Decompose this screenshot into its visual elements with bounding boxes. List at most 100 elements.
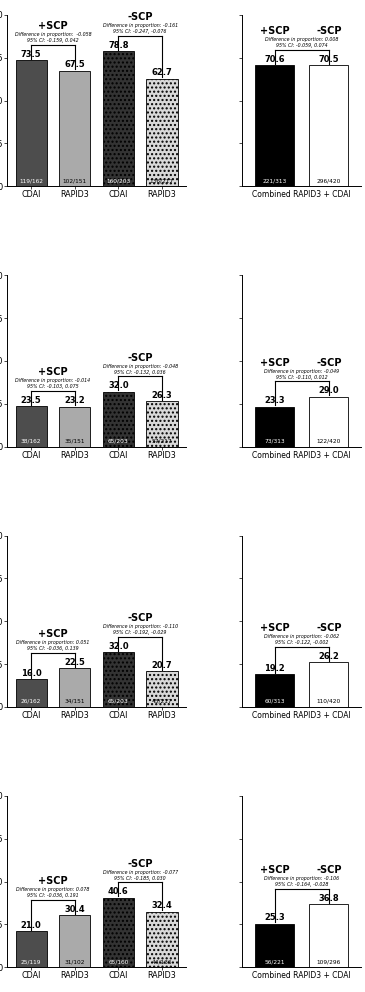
Bar xyxy=(103,898,134,967)
Bar xyxy=(59,916,91,967)
Text: 65/203: 65/203 xyxy=(108,698,128,703)
Bar xyxy=(255,407,294,446)
Text: +SCP: +SCP xyxy=(260,623,289,633)
Text: 109/296: 109/296 xyxy=(317,959,341,964)
Text: -SCP: -SCP xyxy=(127,352,153,363)
Bar xyxy=(16,680,47,707)
Text: 122/420: 122/420 xyxy=(317,438,341,443)
Text: Difference in proportion: -0.077
95% CI: -0.185, 0.030: Difference in proportion: -0.077 95% CI:… xyxy=(103,870,178,881)
Text: 16.0: 16.0 xyxy=(21,669,42,679)
Text: +SCP: +SCP xyxy=(260,358,289,368)
Bar xyxy=(146,912,177,967)
Bar xyxy=(59,407,91,446)
Text: -SCP: -SCP xyxy=(127,613,153,623)
X-axis label: Combined RAPID3 + CDAI: Combined RAPID3 + CDAI xyxy=(253,450,351,459)
Text: 221/313: 221/313 xyxy=(263,179,287,184)
Bar xyxy=(255,65,294,186)
Bar xyxy=(16,931,47,967)
Text: 73/313: 73/313 xyxy=(265,438,285,443)
Text: Difference in proportion: 0.078
95% CI: -0.036, 0.191: Difference in proportion: 0.078 95% CI: … xyxy=(16,887,90,898)
Text: 26.3: 26.3 xyxy=(151,391,172,400)
X-axis label: Combined RAPID3 + CDAI: Combined RAPID3 + CDAI xyxy=(253,711,351,720)
Bar xyxy=(16,61,47,186)
Text: 44/136: 44/136 xyxy=(151,959,172,964)
Text: 70.5: 70.5 xyxy=(319,55,339,64)
X-axis label: Combined RAPID3 + CDAI: Combined RAPID3 + CDAI xyxy=(253,971,351,980)
Text: 73.5: 73.5 xyxy=(21,50,42,59)
Text: 26.2: 26.2 xyxy=(318,652,339,661)
Bar xyxy=(255,924,294,967)
Bar xyxy=(103,392,134,446)
Text: Difference in proportion: 0.051
95% CI: -0.036, 0.139: Difference in proportion: 0.051 95% CI: … xyxy=(16,641,90,651)
Text: 57/217: 57/217 xyxy=(151,438,172,443)
Text: -SCP: -SCP xyxy=(316,358,342,368)
Text: 30.4: 30.4 xyxy=(65,905,85,914)
Text: 23.5: 23.5 xyxy=(21,396,42,405)
Bar xyxy=(59,669,91,707)
Text: -SCP: -SCP xyxy=(127,858,153,869)
Text: 45/217: 45/217 xyxy=(151,698,172,703)
Text: 60/313: 60/313 xyxy=(265,698,285,703)
Text: Difference in proportion: -0.106
95% CI: -0.164, -0.028: Difference in proportion: -0.106 95% CI:… xyxy=(264,876,339,887)
Text: 20.7: 20.7 xyxy=(151,661,172,670)
Text: 26/162: 26/162 xyxy=(21,698,42,703)
Text: Difference in proportion:  -0.058
95% CI: -0.159, 0.042: Difference in proportion: -0.058 95% CI:… xyxy=(15,33,91,43)
Text: Difference in proportion: -0.161
95% CI: -0.247, -0.076: Difference in proportion: -0.161 95% CI:… xyxy=(103,23,178,34)
Text: 136/217: 136/217 xyxy=(150,179,174,184)
Text: 32.0: 32.0 xyxy=(108,642,128,651)
Text: 34/151: 34/151 xyxy=(65,698,85,703)
Bar xyxy=(310,662,348,707)
Text: 110/420: 110/420 xyxy=(317,698,341,703)
Bar xyxy=(310,65,348,186)
Bar xyxy=(103,52,134,186)
Text: +SCP: +SCP xyxy=(38,629,68,639)
Bar xyxy=(59,70,91,186)
Text: 56/221: 56/221 xyxy=(265,959,285,964)
Text: +SCP: +SCP xyxy=(260,865,289,875)
Text: Difference in proportion: -0.062
95% CI: -0.122, -0.002: Difference in proportion: -0.062 95% CI:… xyxy=(264,634,339,645)
Text: 67.5: 67.5 xyxy=(64,61,85,69)
Text: +SCP: +SCP xyxy=(38,21,68,31)
Text: -SCP: -SCP xyxy=(316,865,342,875)
Text: 38/162: 38/162 xyxy=(21,438,42,443)
Text: 35/151: 35/151 xyxy=(65,438,85,443)
Bar xyxy=(310,904,348,967)
Text: 25.3: 25.3 xyxy=(264,914,285,923)
Text: 296/420: 296/420 xyxy=(317,179,341,184)
Text: 31/102: 31/102 xyxy=(65,959,85,964)
Bar xyxy=(16,407,47,446)
Text: 160/203: 160/203 xyxy=(106,179,130,184)
Text: 21.0: 21.0 xyxy=(21,921,42,930)
Text: +SCP: +SCP xyxy=(260,26,289,36)
Bar xyxy=(146,78,177,186)
Bar xyxy=(255,674,294,707)
Text: Difference in proportion: -0.110
95% CI: -0.192, -0.029: Difference in proportion: -0.110 95% CI:… xyxy=(103,624,178,635)
Bar xyxy=(146,672,177,707)
Text: -SCP: -SCP xyxy=(316,623,342,633)
Text: Difference in proportion: 0.008
95% CI: -0.059, 0.074: Difference in proportion: 0.008 95% CI: … xyxy=(265,38,338,48)
Text: +SCP: +SCP xyxy=(38,367,68,377)
Text: 22.5: 22.5 xyxy=(64,658,85,667)
Text: 25/119: 25/119 xyxy=(21,959,42,964)
Text: 65/160: 65/160 xyxy=(108,959,128,964)
Bar xyxy=(310,397,348,446)
Text: Difference in proportion: -0.049
95% CI: -0.110, 0.012: Difference in proportion: -0.049 95% CI:… xyxy=(264,369,339,380)
Text: 23.2: 23.2 xyxy=(64,397,85,406)
Text: 19.2: 19.2 xyxy=(264,664,285,673)
Text: 32.4: 32.4 xyxy=(151,902,172,911)
X-axis label: Combined RAPID3 + CDAI: Combined RAPID3 + CDAI xyxy=(253,190,351,199)
Text: 62.7: 62.7 xyxy=(151,68,172,77)
Text: 32.0: 32.0 xyxy=(108,381,128,390)
Text: +SCP: +SCP xyxy=(38,876,68,886)
Bar xyxy=(103,652,134,707)
Bar xyxy=(146,402,177,446)
Text: 36.8: 36.8 xyxy=(319,894,339,903)
Text: 70.6: 70.6 xyxy=(265,55,285,63)
Text: -SCP: -SCP xyxy=(316,26,342,36)
Text: 78.8: 78.8 xyxy=(108,41,128,50)
Text: 29.0: 29.0 xyxy=(319,387,339,396)
Text: 40.6: 40.6 xyxy=(108,887,129,897)
Text: 119/162: 119/162 xyxy=(19,179,43,184)
Text: -SCP: -SCP xyxy=(127,12,153,22)
Text: 23.3: 23.3 xyxy=(265,396,285,405)
